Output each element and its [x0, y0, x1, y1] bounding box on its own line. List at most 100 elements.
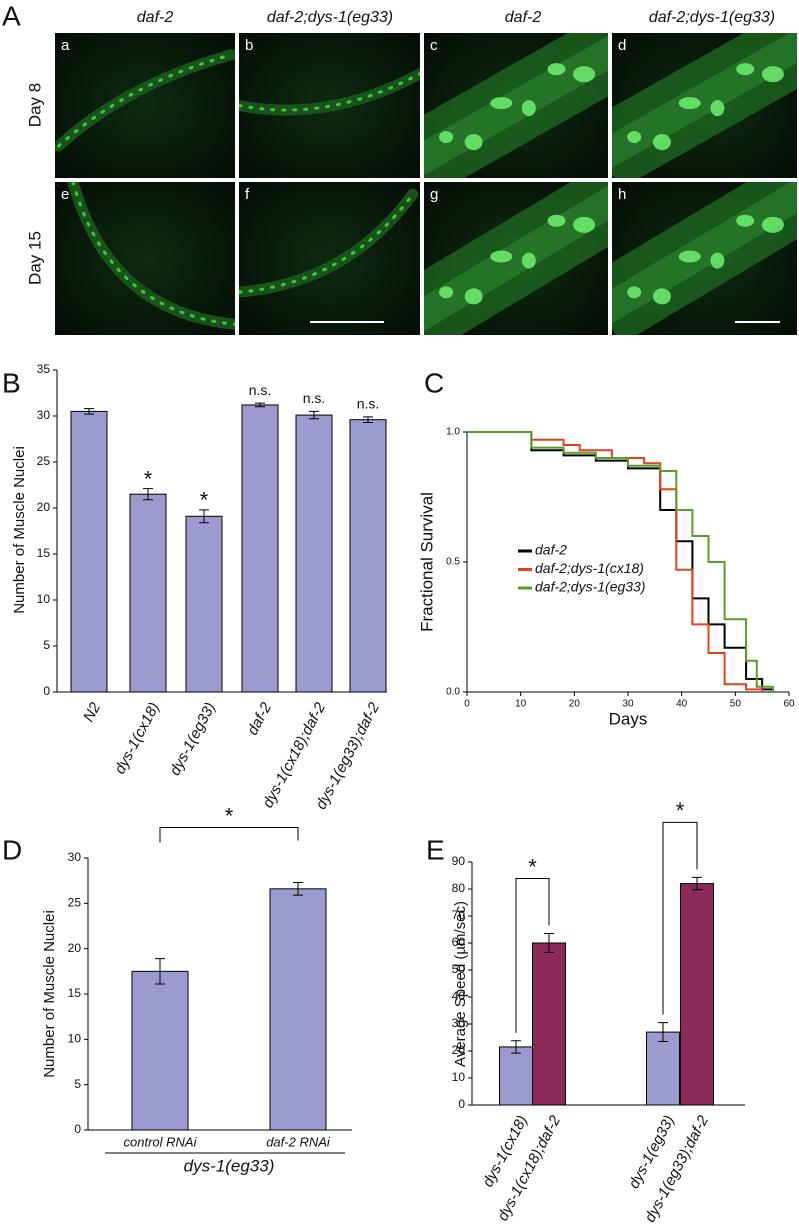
subpanel-label: e [61, 186, 69, 203]
x-tick-label: 20 [569, 699, 581, 710]
bar [295, 414, 333, 693]
error-bar [309, 410, 319, 420]
y-tick-label: 5 [74, 1077, 81, 1091]
micrograph [612, 182, 797, 335]
y-tick-label: 10 [452, 1070, 466, 1084]
x-tick-label: 60 [783, 699, 795, 710]
worm-body [239, 188, 419, 298]
nucleus [761, 216, 784, 233]
worm-muscle [239, 72, 420, 112]
nucleus [678, 250, 701, 263]
y-tick-label: 0.0 [446, 687, 460, 698]
x-axis-label: Days [609, 709, 648, 728]
y-tick-label: 5 [43, 638, 50, 652]
image-background [55, 33, 235, 178]
significance-label: * [225, 803, 234, 828]
nucleus [521, 100, 536, 117]
nucleus [573, 216, 596, 233]
error-bar [511, 1040, 521, 1054]
annotation: n.s. [249, 382, 272, 398]
error-bar [199, 509, 209, 524]
y-axis-label: Number of Muscle Nuclei [41, 910, 58, 1078]
bar [241, 404, 279, 693]
panel-letter: E [426, 834, 445, 865]
nucleus [464, 288, 483, 305]
micrographs: a b c d e f g h [55, 33, 797, 335]
y-tick-label: 10 [68, 1032, 82, 1046]
column-header: daf-2;dys-1(eg33) [267, 9, 393, 26]
nucleus [464, 134, 483, 151]
panel-letter: A [2, 0, 21, 31]
error-bar [255, 402, 265, 408]
y-tick-label: 1.0 [446, 427, 460, 438]
bar [70, 410, 108, 693]
error-bar [544, 933, 554, 953]
column-header: daf-2;dys-1(eg33) [649, 9, 775, 26]
error-bar [692, 876, 702, 891]
nucleus [678, 97, 701, 110]
subpanel-label: c [430, 37, 438, 54]
subpanel-label: g [430, 186, 438, 203]
bar [646, 1031, 680, 1106]
worm-muscle [71, 182, 235, 326]
image-background [239, 182, 420, 335]
nucleus [736, 214, 755, 227]
row-label: Day 8 [25, 83, 44, 127]
x-tick-label: N2 [80, 699, 104, 724]
nucleus [736, 63, 755, 76]
nucleus [490, 97, 513, 110]
x-tick-label: 40 [676, 699, 688, 710]
subpanel-label: h [618, 186, 626, 203]
error-bar [143, 488, 153, 501]
y-axis-label: Fractional Survival [417, 492, 436, 632]
y-tick-label: 25 [37, 454, 51, 468]
bar [532, 942, 566, 1106]
significance-bracket [159, 826, 299, 843]
legend-label: daf-2;dys-1(eg33) [535, 579, 646, 595]
nucleus [439, 131, 454, 144]
x-tick-label: control RNAi [124, 1134, 198, 1149]
y-tick-label: 20 [37, 500, 51, 514]
nucleus [521, 252, 536, 269]
panel-letter: D [2, 834, 22, 865]
y-tick-label: 70 [452, 908, 466, 922]
nucleus [547, 63, 566, 76]
y-tick-label: 0 [43, 684, 50, 698]
bar [499, 1046, 533, 1106]
y-tick-label: 20 [452, 1043, 466, 1057]
legend-label: daf-2 [535, 542, 567, 558]
group-label: dys-1(eg33) [184, 1156, 275, 1175]
nucleus [710, 100, 725, 117]
panel-letter: B [2, 367, 21, 398]
x-tick-label: daf-2 [244, 699, 275, 738]
bar [129, 493, 167, 693]
significance-bracket [515, 878, 550, 1033]
subpanel-label: d [618, 37, 626, 54]
bar [349, 419, 387, 693]
nucleus [573, 66, 596, 83]
y-tick-label: 30 [68, 850, 82, 864]
annotation: * [200, 488, 209, 513]
nucleus [627, 131, 642, 144]
subpanel-label: b [245, 37, 253, 54]
micrograph [424, 33, 608, 178]
error-bar [363, 416, 373, 423]
nucleus [627, 286, 642, 299]
micrograph [55, 182, 235, 335]
significance-label: * [676, 798, 685, 823]
y-tick-label: 50 [452, 962, 466, 976]
column-header: daf-2 [505, 9, 542, 26]
error-bar [155, 958, 165, 985]
y-tick-label: 0.5 [446, 557, 460, 568]
significance-bracket [662, 821, 698, 1015]
nucleus [547, 214, 566, 227]
annotation: * [144, 466, 153, 491]
error-bar [84, 408, 94, 415]
x-tick-label: dys-1(eg33) [166, 700, 219, 779]
bar [269, 888, 327, 1131]
bar [680, 883, 714, 1106]
micrograph [612, 33, 797, 178]
y-axis-label: Number of Muscle Nuclei [11, 446, 28, 614]
y-tick-label: 15 [68, 986, 82, 1000]
